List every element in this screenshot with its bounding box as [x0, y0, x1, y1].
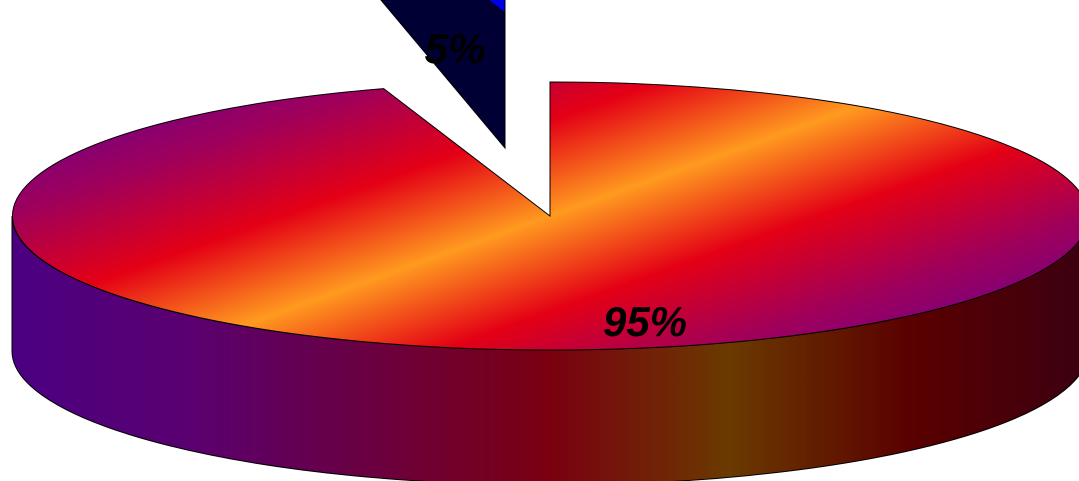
small-slice-side: [380, 0, 506, 150]
small-slice-top: [487, 0, 506, 15]
slice-label-95: 95%: [603, 298, 687, 345]
large-slice-top: [11, 81, 1079, 351]
slice-label-5: 5%: [425, 25, 486, 72]
